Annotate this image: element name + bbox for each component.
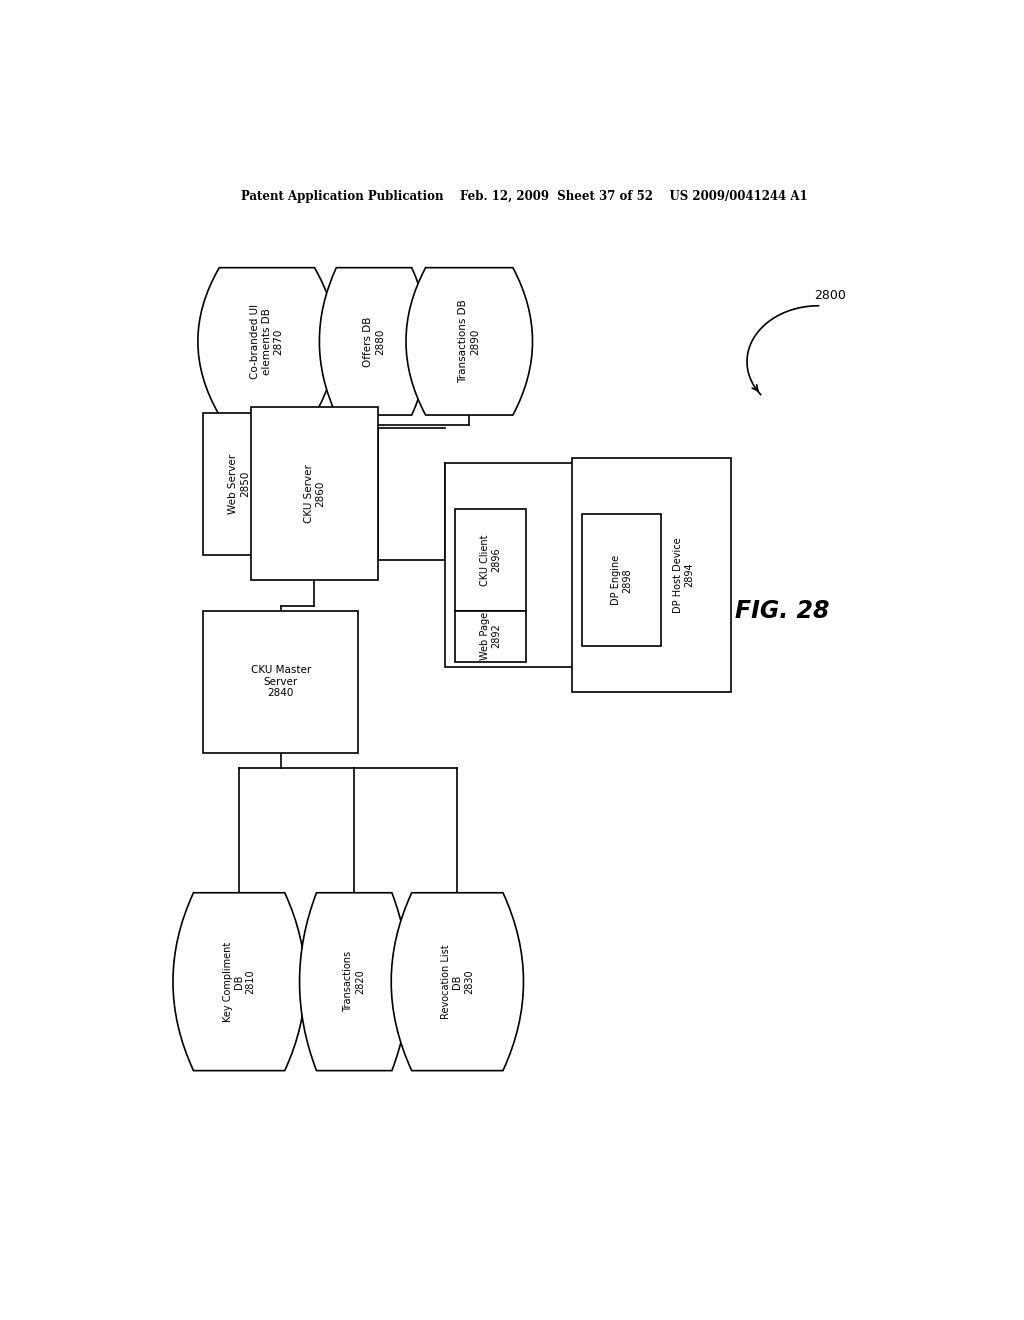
Text: Transactions
2820: Transactions 2820	[343, 952, 365, 1012]
Text: CKU Server
2860: CKU Server 2860	[304, 465, 326, 523]
Text: Transactions DB
2890: Transactions DB 2890	[459, 300, 480, 383]
Bar	[455, 510, 526, 611]
Text: DP Host Device
2894: DP Host Device 2894	[673, 537, 694, 612]
Bar	[582, 515, 662, 647]
PathPatch shape	[391, 892, 523, 1071]
Bar	[455, 611, 526, 661]
PathPatch shape	[299, 892, 409, 1071]
Text: CKU Master
Server
2840: CKU Master Server 2840	[251, 665, 311, 698]
Bar	[572, 458, 731, 692]
PathPatch shape	[406, 268, 532, 414]
Text: Co-branded UI
elements DB
2870: Co-branded UI elements DB 2870	[250, 304, 284, 379]
Text: Web Server
2850: Web Server 2850	[228, 454, 250, 513]
Bar	[204, 412, 327, 554]
Text: CKU Client
2896: CKU Client 2896	[480, 535, 502, 586]
Text: FIG. 28: FIG. 28	[735, 599, 830, 623]
Text: Web Page
2892: Web Page 2892	[480, 612, 502, 660]
Text: DP Engine
2898: DP Engine 2898	[611, 556, 633, 606]
Text: 2800: 2800	[814, 289, 846, 302]
Text: Offers DB
2880: Offers DB 2880	[364, 317, 385, 367]
Bar	[251, 408, 378, 581]
Bar	[445, 463, 577, 667]
Bar	[204, 611, 358, 752]
PathPatch shape	[319, 268, 429, 414]
PathPatch shape	[198, 268, 336, 414]
Text: Revocation List
DB
2830: Revocation List DB 2830	[440, 944, 474, 1019]
PathPatch shape	[173, 892, 305, 1071]
Text: Key Compliment
DB
2810: Key Compliment DB 2810	[222, 941, 256, 1022]
Text: Patent Application Publication    Feb. 12, 2009  Sheet 37 of 52    US 2009/00412: Patent Application Publication Feb. 12, …	[242, 190, 808, 202]
